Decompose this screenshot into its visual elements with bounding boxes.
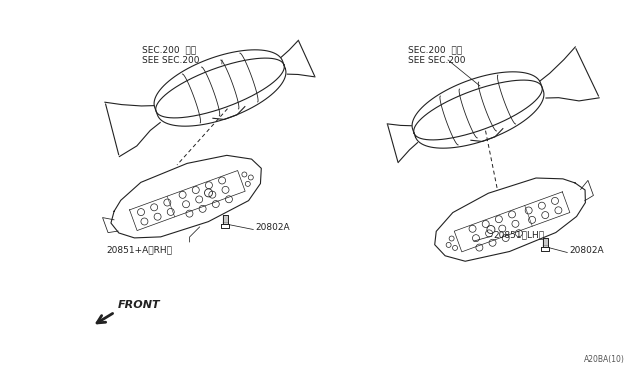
Text: A20BA(10): A20BA(10)	[584, 355, 625, 364]
Text: FRONT: FRONT	[118, 300, 161, 310]
Text: 20851+A（RH）: 20851+A（RH）	[107, 245, 173, 254]
Text: SEE SEC.200: SEE SEC.200	[142, 56, 200, 65]
Text: SEC.200  参照: SEC.200 参照	[408, 45, 462, 54]
Text: 20802A: 20802A	[255, 223, 290, 232]
Text: SEC.200  参照: SEC.200 参照	[142, 45, 196, 54]
Text: 20851（LH）: 20851（LH）	[494, 231, 545, 240]
Text: 20802A: 20802A	[569, 246, 604, 255]
Text: SEE SEC.200: SEE SEC.200	[408, 56, 465, 65]
